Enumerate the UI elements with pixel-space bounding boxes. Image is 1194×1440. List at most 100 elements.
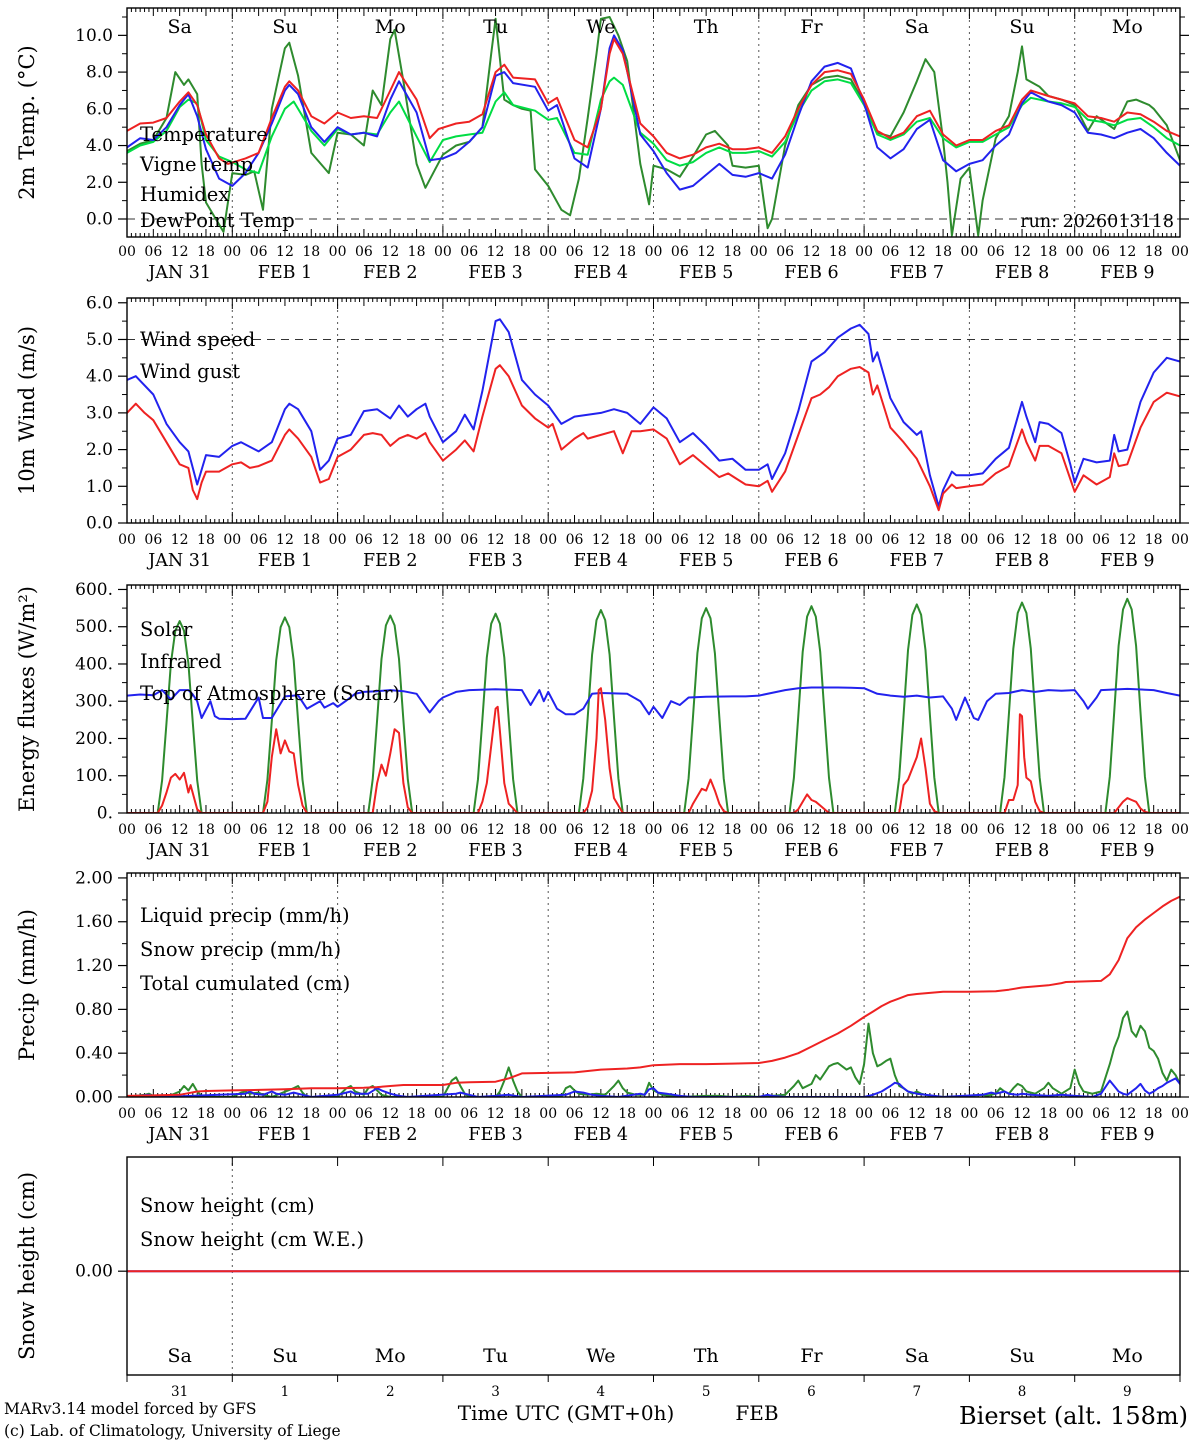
hour-label: 06 <box>776 532 794 548</box>
dayofweek-label: Sa <box>905 1345 929 1367</box>
hour-label: 00 <box>855 822 873 838</box>
series-solar <box>127 687 1180 813</box>
hour-label: 00 <box>1066 532 1084 548</box>
daynum-label: 5 <box>702 1384 711 1400</box>
hour-label: 12 <box>592 822 610 838</box>
hour-label: 18 <box>1039 822 1057 838</box>
hour-label: 18 <box>408 532 426 548</box>
hour-label: 06 <box>776 822 794 838</box>
ytick-label: 4.0 <box>86 136 113 156</box>
hour-label: 12 <box>697 244 715 260</box>
hour-label: 18 <box>724 532 742 548</box>
ytick-label: 0.80 <box>75 1000 113 1020</box>
legend-dewpoint-temp: DewPoint Temp <box>140 209 295 232</box>
hour-label: 18 <box>829 532 847 548</box>
hour-label: 18 <box>934 1106 952 1122</box>
hour-label: 12 <box>1118 1106 1136 1122</box>
hour-label: 18 <box>724 1106 742 1122</box>
hour-label: 06 <box>460 244 478 260</box>
date-label: FEB 5 <box>679 551 733 571</box>
daynum-label: 31 <box>171 1384 188 1400</box>
daynum-label: 9 <box>1123 1384 1132 1400</box>
hour-label: 06 <box>355 822 373 838</box>
hour-label: 12 <box>1118 822 1136 838</box>
hour-label: 00 <box>750 244 768 260</box>
hour-label: 00 <box>645 1106 663 1122</box>
hour-label: 00 <box>329 1106 347 1122</box>
hour-label: 06 <box>882 1106 900 1122</box>
hour-label: 18 <box>408 822 426 838</box>
date-label: FEB 2 <box>363 551 417 571</box>
hour-label: 18 <box>302 822 320 838</box>
ytick-label: 1.0 <box>86 477 113 497</box>
hour-label: 06 <box>566 532 584 548</box>
ytick-label: 3.0 <box>86 403 113 423</box>
hour-label: 18 <box>618 532 636 548</box>
dayofweek-label: Sa <box>167 1345 191 1367</box>
hour-label: 18 <box>197 244 215 260</box>
hour-label: 06 <box>882 822 900 838</box>
date-label: FEB 4 <box>574 841 628 861</box>
date-label: FEB 8 <box>995 1125 1049 1145</box>
dayofweek-label: Su <box>272 16 297 38</box>
panel-energy_fluxes: 0. 100. 200. 300. 400. 500. 600. Energy fluxes … <box>15 580 1189 861</box>
hour-label: 12 <box>592 244 610 260</box>
hour-label: 18 <box>724 244 742 260</box>
ytick-label: 5.0 <box>86 330 113 350</box>
hour-label: 12 <box>487 244 505 260</box>
dayofweek-label: We <box>586 1345 615 1367</box>
date-label: JAN 31 <box>146 551 211 571</box>
hour-label: 00 <box>434 244 452 260</box>
hour-label: 18 <box>408 244 426 260</box>
hour-label: 06 <box>144 244 162 260</box>
hour-label: 06 <box>250 532 268 548</box>
hour-label: 12 <box>908 1106 926 1122</box>
axis-title-energy_fluxes: Energy fluxes (W/m²) <box>15 586 39 812</box>
ytick-label: 300. <box>75 692 113 712</box>
date-label: JAN 31 <box>146 263 211 283</box>
hour-label: 00 <box>750 1106 768 1122</box>
hour-label: 00 <box>329 244 347 260</box>
hour-label: 12 <box>1013 822 1031 838</box>
ytick-label: 1.60 <box>75 912 113 932</box>
panel-frame <box>126 1156 1181 1376</box>
hour-label: 00 <box>960 1106 978 1122</box>
legend-total-cumulated-cm-: Total cumulated (cm) <box>140 972 350 995</box>
hour-label: 18 <box>934 532 952 548</box>
hour-label: 06 <box>566 822 584 838</box>
hour-label: 12 <box>803 822 821 838</box>
hour-label: 18 <box>513 1106 531 1122</box>
hour-label: 06 <box>566 1106 584 1122</box>
hour-label: 00 <box>1171 822 1189 838</box>
hour-label: 12 <box>276 532 294 548</box>
ytick-label: 0.00 <box>75 1088 113 1108</box>
lab-credit: (c) Lab. of Climatology, University of L… <box>4 1422 341 1440</box>
hour-label: 00 <box>434 532 452 548</box>
ytick-label: 1.20 <box>75 956 113 976</box>
hour-label: 06 <box>1092 244 1110 260</box>
daynum-label: 6 <box>807 1384 816 1400</box>
series-infrared <box>127 686 1180 721</box>
date-label: JAN 31 <box>146 1125 211 1145</box>
hour-label: 18 <box>1145 1106 1163 1122</box>
hour-label: 18 <box>302 244 320 260</box>
dayofweek-label: Th <box>694 1345 719 1367</box>
date-label: FEB 3 <box>468 1125 522 1145</box>
date-label: FEB 6 <box>784 551 838 571</box>
hour-label: 18 <box>1039 1106 1057 1122</box>
hour-label: 12 <box>1013 1106 1031 1122</box>
legend-snow-height-cm-w-e-: Snow height (cm W.E.) <box>140 1228 364 1251</box>
hour-label: 00 <box>223 822 241 838</box>
axis-title-temperature: 2m Temp. (°C) <box>15 45 39 199</box>
ytick-label: 2.0 <box>86 173 113 193</box>
hour-label: 18 <box>618 1106 636 1122</box>
date-label: FEB 2 <box>363 1125 417 1145</box>
legend-liquid-precip-mm-h-: Liquid precip (mm/h) <box>140 904 350 927</box>
date-label: FEB 2 <box>363 841 417 861</box>
hour-label: 18 <box>1145 244 1163 260</box>
hour-label: 18 <box>1039 244 1057 260</box>
station-label: Bierset (alt. 158m) <box>959 1402 1188 1430</box>
hour-label: 12 <box>381 244 399 260</box>
